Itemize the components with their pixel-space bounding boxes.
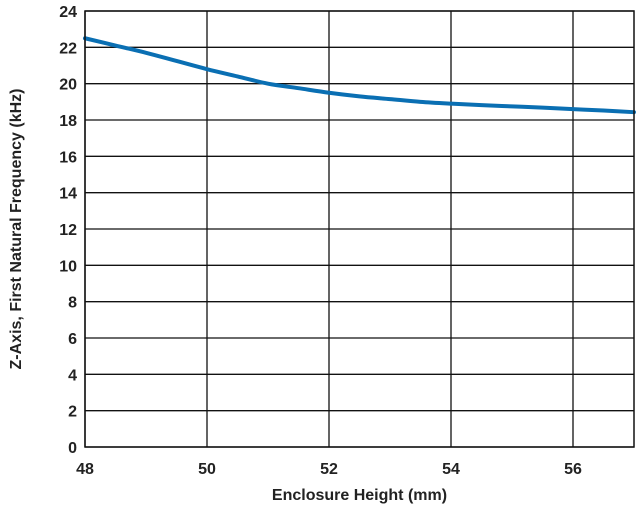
x-axis-title: Enclosure Height (mm) [272, 487, 447, 504]
y-tick-label: 4 [68, 367, 77, 384]
x-tick-label: 56 [564, 461, 582, 478]
x-tick-label: 48 [76, 461, 94, 478]
x-tick-labels: 48 50 52 54 56 [76, 461, 582, 478]
y-tick-label: 14 [59, 186, 77, 203]
y-tick-label: 8 [68, 295, 77, 312]
grid [84, 10, 634, 448]
x-tick-label: 52 [320, 461, 338, 478]
x-tick-label: 50 [198, 461, 216, 478]
plot-frame [84, 10, 635, 448]
series-layer [83, 36, 636, 115]
y-tick-label: 0 [68, 440, 77, 457]
y-tick-label: 16 [59, 149, 77, 166]
series-line [83, 36, 636, 115]
y-axis-title: Z-Axis, First Natural Frequency (kHz) [8, 89, 25, 370]
y-tick-label: 20 [59, 77, 77, 94]
y-tick-label: 10 [59, 258, 77, 275]
x-tick-label: 54 [442, 461, 460, 478]
y-tick-label: 24 [59, 4, 77, 21]
y-tick-label: 2 [68, 404, 77, 421]
y-tick-label: 18 [59, 113, 77, 130]
y-tick-label: 6 [68, 331, 77, 348]
y-tick-label: 12 [59, 222, 77, 239]
y-tick-label: 22 [59, 40, 77, 57]
